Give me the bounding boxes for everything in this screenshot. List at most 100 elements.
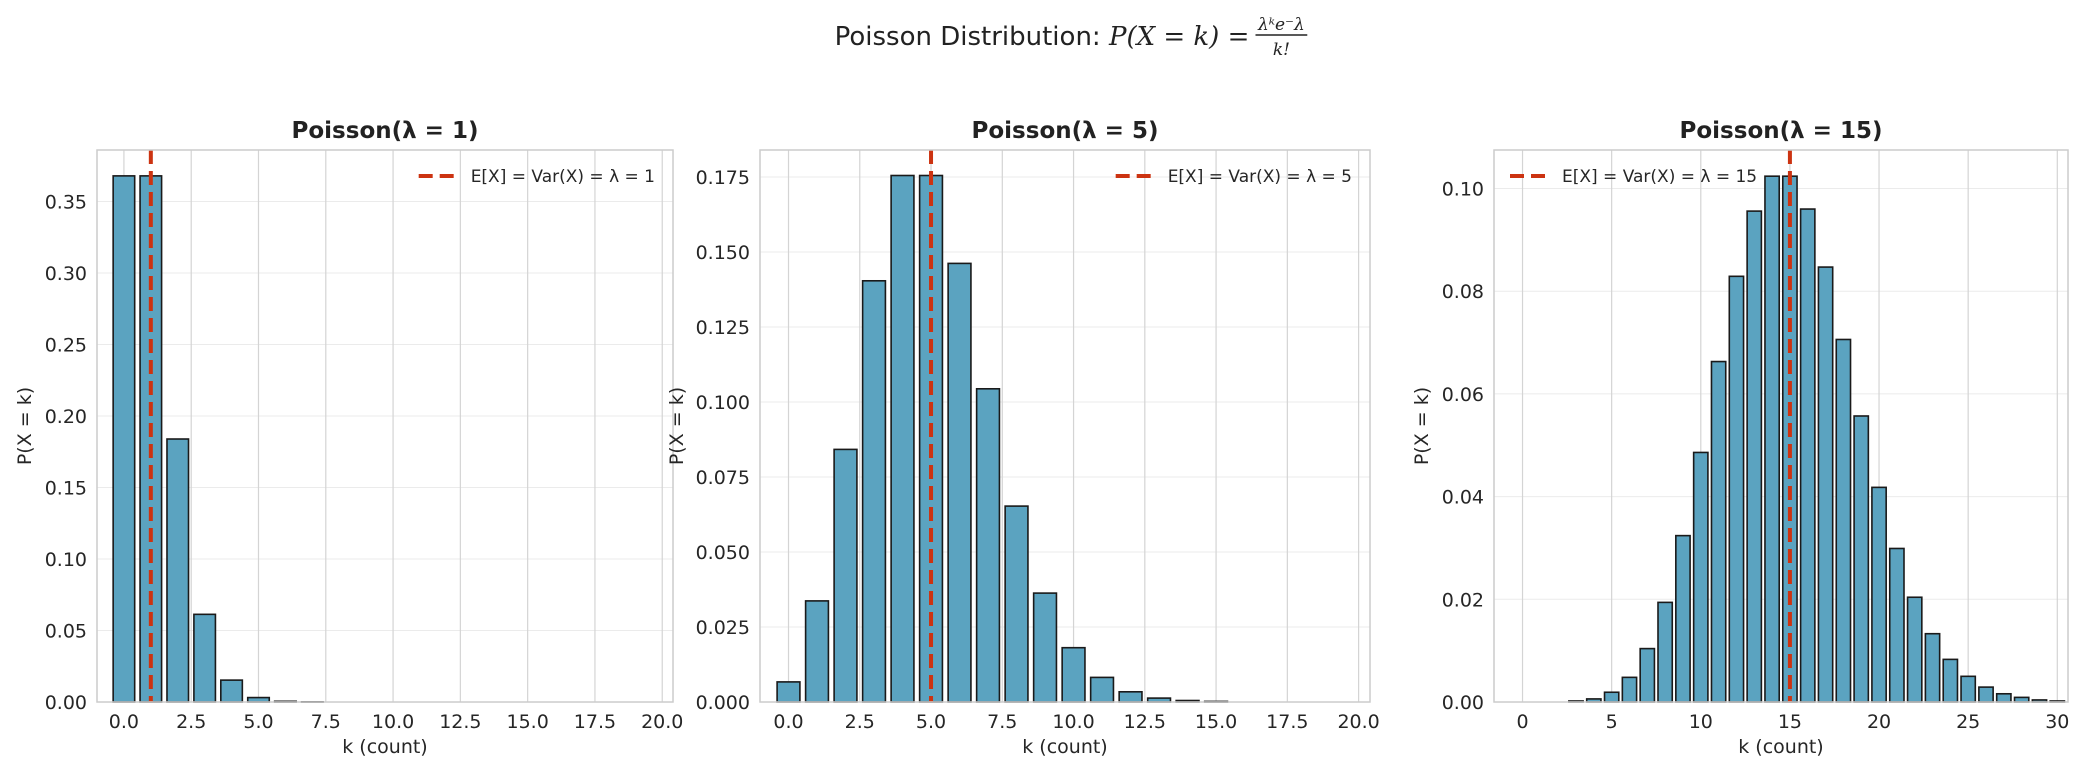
- x-tick-label: 10.0: [1052, 711, 1094, 733]
- x-tick-label: 2.5: [845, 711, 875, 733]
- y-axis-label: P(X = k): [14, 387, 36, 465]
- bar-k-20: [1871, 486, 1887, 703]
- bar-k-13: [1746, 210, 1763, 703]
- y-tick-label: 0.04: [1442, 487, 1484, 509]
- bar-k-2: [833, 448, 858, 703]
- bar-k-11: [1089, 676, 1115, 703]
- x-tick-label: 2.5: [176, 711, 206, 733]
- bar-k-6: [1621, 676, 1638, 703]
- bar-k-0: [112, 175, 136, 703]
- y-tick-label: 0.02: [1442, 589, 1484, 611]
- x-tick-label: 0.0: [773, 711, 803, 733]
- x-tick-label: 17.5: [1266, 711, 1308, 733]
- x-tick-label: 15.0: [506, 711, 548, 733]
- figure-title-prefix: Poisson Distribution:: [835, 22, 1109, 52]
- bar-k-2: [166, 438, 190, 703]
- x-tick-label: 15.0: [1195, 711, 1237, 733]
- x-tick-label: 20.0: [1337, 711, 1379, 733]
- bar-k-9: [1675, 534, 1691, 703]
- plot-area: [760, 150, 1370, 702]
- x-axis-label: k (count): [1022, 736, 1107, 758]
- bar-k-22: [1906, 596, 1923, 703]
- x-tick-label: 25: [1956, 711, 1980, 733]
- y-tick-label: 0.15: [45, 477, 87, 499]
- bar-k-18: [1835, 338, 1852, 703]
- y-tick-label: 0.00: [1442, 692, 1484, 714]
- x-tick-label: 5.0: [243, 711, 273, 733]
- axes-frame: [96, 149, 674, 703]
- bar-k-10: [1692, 451, 1709, 703]
- panel-1: 0.00 0.05 0.10 0.15 0.20 0.25 0.30 0.35 0.0 2.5 5.…: [14, 118, 683, 758]
- y-axis-label: P(X = k): [666, 387, 688, 465]
- bar-k-1: [804, 600, 830, 703]
- panel-title: Poisson(λ = 5): [972, 118, 1159, 144]
- panel-title: Poisson(λ = 15): [1680, 118, 1883, 144]
- panels: 0.000.050.100.150.200.250.300.350.0 2.5 5.…: [14, 118, 2069, 758]
- y-tick-label: 0.000: [696, 692, 750, 714]
- x-tick-label: 10.0: [372, 711, 414, 733]
- bar-k-10: [1061, 646, 1086, 703]
- bar-k-19: [1853, 415, 1870, 703]
- y-tick-label: 0.125: [696, 317, 750, 339]
- bar-k-4: [890, 174, 915, 703]
- panel-title: Poisson(λ = 1): [292, 118, 479, 144]
- y-tick-label: 0.075: [696, 467, 750, 489]
- plot-area: [1494, 150, 2068, 702]
- bar-k-23: [1924, 632, 1941, 703]
- bar-k-11: [1710, 360, 1727, 703]
- bar-k-12: [1728, 275, 1745, 703]
- y-tick-label: 0.025: [696, 617, 750, 639]
- y-tick-label: 0.35: [45, 191, 87, 213]
- bar-k-7: [975, 387, 1001, 703]
- y-tick-label: 0.05: [45, 620, 87, 642]
- plot-area: [97, 150, 673, 702]
- x-tick-label: 10: [1689, 711, 1713, 733]
- figure-title-denominator: k!: [1273, 40, 1290, 60]
- x-tick-label: 5: [1606, 711, 1618, 733]
- y-tick-label: 0.050: [696, 542, 750, 564]
- legend-label: E[X] = Var(X) = λ = 1: [471, 167, 655, 187]
- y-tick-label: 0.00: [45, 692, 87, 714]
- bar-k-8: [1657, 601, 1674, 703]
- panel-2: 0.000 0.025 0.050 0.075 0.100 0.125 0.150 0.175…: [666, 118, 1380, 758]
- y-axis-label: P(X = k): [1411, 387, 1433, 465]
- bar-k-12: [1118, 690, 1143, 703]
- bar-k-3: [193, 613, 217, 703]
- x-tick-label: 20.0: [641, 711, 683, 733]
- figure-title-lhs: P(X = k) =: [1108, 22, 1249, 52]
- y-tick-label: 0.100: [696, 392, 750, 414]
- x-axis-label: k (count): [1738, 736, 1823, 758]
- bar-k-14: [1764, 175, 1781, 703]
- figure-title-numerator: λᵏe⁻λ: [1257, 15, 1305, 35]
- x-axis-label: k (count): [342, 736, 427, 758]
- bar-k-24: [1942, 658, 1959, 703]
- y-tick-label: 0.06: [1442, 384, 1484, 406]
- y-tick-label: 0.10: [1442, 179, 1484, 201]
- x-tick-label: 12.5: [439, 711, 481, 733]
- panel-3: 0.00 0.02 0.04 0.06 0.08 0.10 0 5 10 15 20 25 30 Pois…: [1411, 118, 2069, 758]
- y-tick-label: 0.150: [696, 242, 750, 264]
- x-tick-label: 7.5: [987, 711, 1017, 733]
- x-tick-label: 17.5: [574, 711, 616, 733]
- axes-frame: [759, 149, 1371, 703]
- y-tick-label: 0.10: [45, 549, 87, 571]
- bar-k-7: [1639, 647, 1656, 703]
- bar-k-16: [1799, 208, 1816, 703]
- bar-k-27: [1995, 692, 2012, 703]
- bar-k-25: [1960, 675, 1977, 703]
- bar-k-9: [1032, 592, 1058, 703]
- bar-k-8: [1004, 505, 1029, 703]
- figure-title: Poisson Distribution: P(X = k) =: [835, 22, 1250, 52]
- y-tick-label: 0.30: [45, 263, 87, 285]
- legend: E[X] = Var(X) = λ = 5: [1115, 167, 1352, 187]
- bar-k-3: [861, 279, 887, 703]
- x-tick-label: 20: [1867, 711, 1891, 733]
- y-tick-label: 0.25: [45, 334, 87, 356]
- x-tick-label: 15: [1778, 711, 1802, 733]
- legend-label: E[X] = Var(X) = λ = 5: [1168, 167, 1352, 187]
- bar-k-21: [1888, 547, 1905, 703]
- legend: E[X] = Var(X) = λ = 15: [1510, 167, 1757, 187]
- x-tick-label: 7.5: [311, 711, 341, 733]
- legend-label: E[X] = Var(X) = λ = 15: [1562, 167, 1757, 187]
